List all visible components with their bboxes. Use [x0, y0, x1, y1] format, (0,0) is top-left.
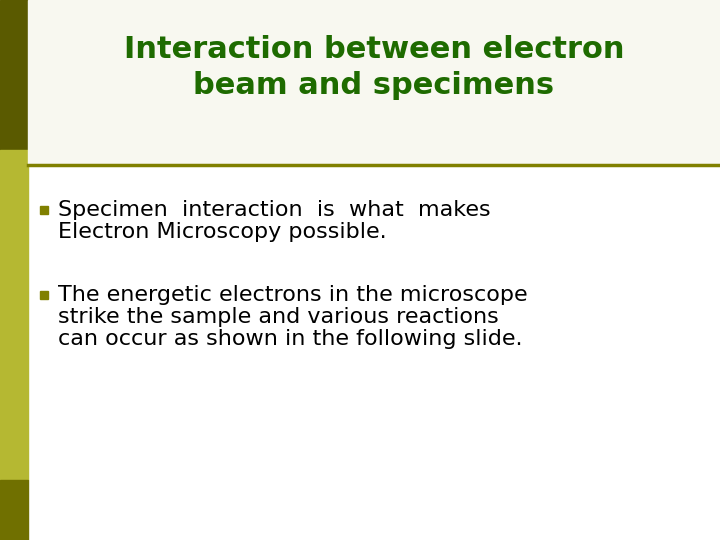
Text: beam and specimens: beam and specimens: [194, 71, 554, 99]
Text: Interaction between electron: Interaction between electron: [124, 36, 624, 64]
Bar: [40, 291, 48, 299]
Text: Electron Microscopy possible.: Electron Microscopy possible.: [58, 222, 387, 242]
Bar: [0, 150, 28, 480]
Text: The energetic electrons in the microscope: The energetic electrons in the microscop…: [58, 285, 528, 305]
Text: can occur as shown in the following slide.: can occur as shown in the following slid…: [58, 329, 523, 349]
Text: Specimen  interaction  is  what  makes: Specimen interaction is what makes: [58, 200, 490, 220]
Bar: [0, 480, 28, 540]
Bar: [28, 0, 720, 165]
Text: strike the sample and various reactions: strike the sample and various reactions: [58, 307, 499, 327]
Bar: [0, 0, 28, 150]
Bar: [40, 206, 48, 214]
